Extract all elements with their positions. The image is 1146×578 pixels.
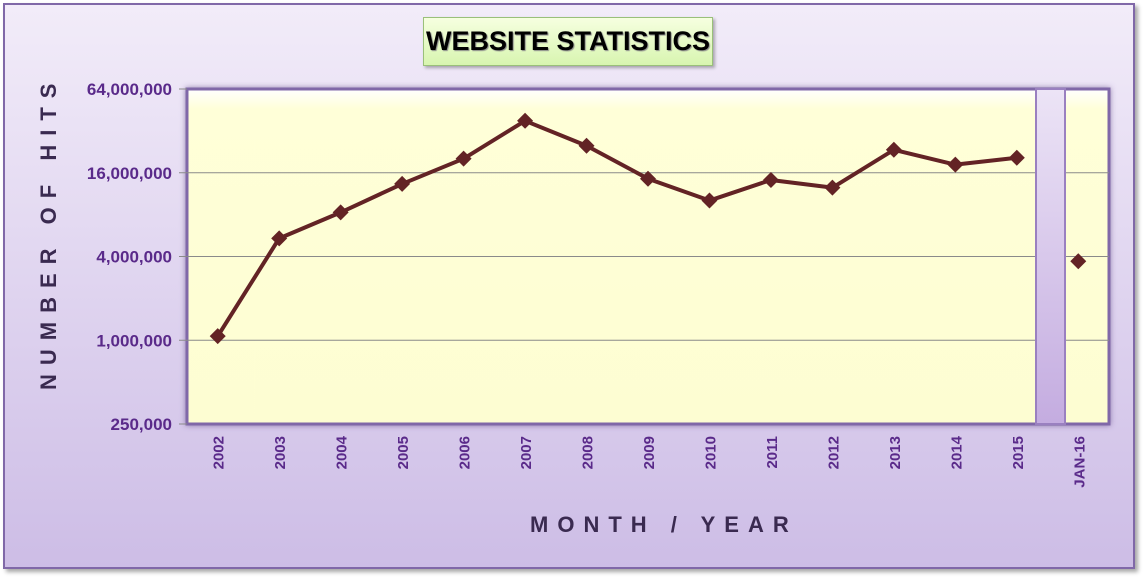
- x-tick-label: 2015: [1010, 436, 1027, 469]
- x-tick-label: 2005: [395, 436, 412, 469]
- y-tick-label: 250,000: [111, 415, 172, 434]
- data-point-2002: [209, 328, 226, 345]
- data-point-2008: [578, 137, 595, 154]
- x-tick-label: 2003: [272, 436, 289, 469]
- y-tick-label: 1,000,000: [96, 331, 172, 350]
- x-tick-label: 2011: [764, 436, 781, 469]
- x-tick-label: 2008: [580, 436, 597, 469]
- chart-title: WEBSITE STATISTICS: [423, 17, 713, 66]
- gap-band: [1035, 88, 1066, 425]
- data-point-2014: [947, 156, 964, 173]
- x-axis-title: MONTH / YEAR: [530, 512, 798, 537]
- y-tick-label: 4,000,000: [96, 248, 172, 267]
- data-point-2013: [885, 141, 902, 158]
- data-point-2012: [824, 179, 841, 196]
- y-axis-title: NUMBER OF HITS: [36, 75, 61, 390]
- data-point-2003: [271, 230, 288, 247]
- data-point-JAN-16: [1070, 253, 1087, 270]
- data-point-2010: [701, 192, 718, 209]
- data-point-2006: [455, 150, 472, 167]
- y-tick-label: 16,000,000: [87, 164, 172, 183]
- x-tick-label: 2002: [211, 436, 228, 469]
- x-tick-label: 2009: [641, 436, 658, 469]
- x-tick-label: 2013: [887, 436, 904, 469]
- x-tick-label: 2006: [457, 436, 474, 469]
- data-point-2004: [332, 204, 349, 221]
- y-tick-label: 64,000,000: [87, 80, 172, 99]
- x-tick-label: 2014: [948, 435, 965, 469]
- data-point-2009: [640, 170, 656, 187]
- x-tick-label: 2007: [518, 436, 535, 469]
- data-point-2011: [762, 171, 779, 188]
- data-point-2015: [1008, 149, 1025, 166]
- x-tick-label: 2004: [334, 435, 351, 469]
- series-line: [216, 118, 1018, 338]
- x-tick-label: 2012: [825, 436, 842, 469]
- x-tick-label: 2010: [702, 436, 719, 469]
- data-point-2007: [517, 112, 534, 129]
- x-tick-label: JAN-16: [1071, 436, 1088, 488]
- data-point-2005: [394, 175, 411, 192]
